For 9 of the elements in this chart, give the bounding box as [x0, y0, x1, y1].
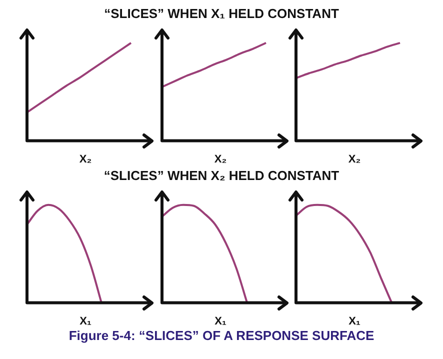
x-axis-title: X₁	[348, 315, 361, 328]
text: “SLICES” WHEN X₂ HELD CONSTANT	[102, 168, 340, 183]
x-axis-title: X₁	[80, 315, 92, 328]
text: “SLICES” WHEN X₁ HELD CONSTANT	[103, 6, 340, 21]
caption: Figure 5-4: “SLICES” OF A RESPONSE SURFACE	[68, 328, 376, 343]
x-axis-title: X₂	[214, 153, 227, 166]
x-axis-title: X₁	[214, 315, 227, 328]
x-axis-title: X₂	[348, 153, 361, 166]
x-axis-title: X₂	[79, 153, 92, 166]
